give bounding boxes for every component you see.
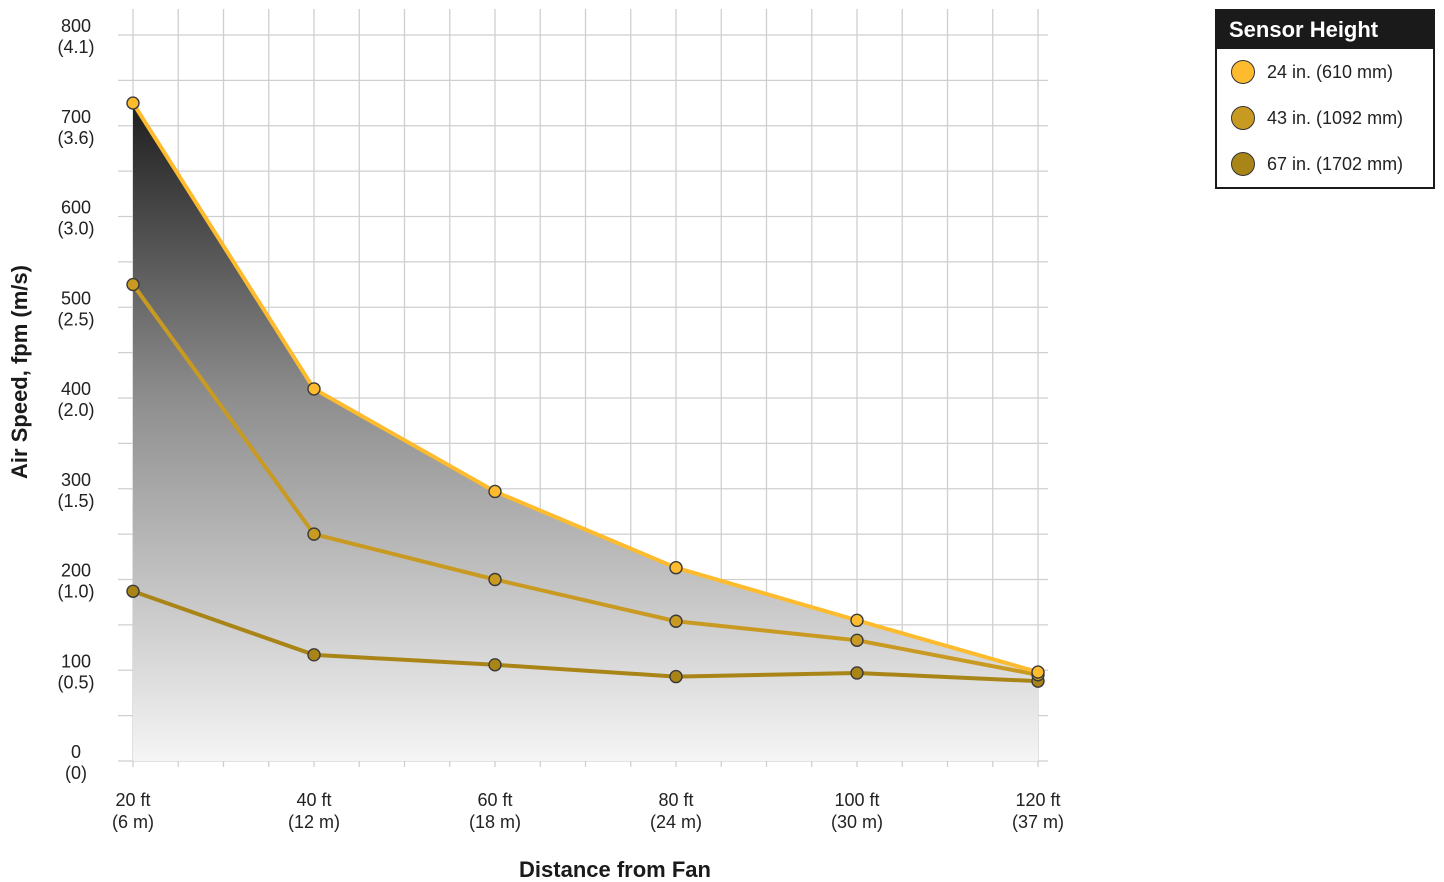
y-tick-label: 600	[61, 198, 91, 218]
legend-swatch-67in	[1231, 152, 1255, 176]
x-tick-label: 20 ft	[115, 790, 150, 810]
x-tick-sublabel: (24 m)	[650, 812, 702, 832]
y-tick-sublabel: (3.6)	[57, 128, 94, 148]
series-line	[131, 283, 1039, 677]
series-2	[132, 589, 1039, 684]
data-point	[488, 484, 502, 499]
legend-item-43in: 43 in. (1092 mm)	[1217, 95, 1433, 141]
x-tick-sublabel: (6 m)	[112, 812, 154, 832]
y-tick-label: 300	[61, 470, 91, 490]
x-tick-label: 100 ft	[834, 790, 879, 810]
x-tick-label: 60 ft	[477, 790, 512, 810]
data-point	[850, 666, 864, 680]
y-tick-sublabel: (1.0)	[57, 582, 94, 602]
y-tick-sublabel: (1.5)	[57, 491, 94, 511]
y-tick-label: 400	[61, 379, 91, 399]
data-point	[126, 584, 140, 598]
x-tick-sublabel: (30 m)	[831, 812, 883, 832]
tick-labels: 20 ft(6 m) 40 ft(12 m) 60 ft(18 m) 80 ft(24…	[57, 16, 1064, 832]
x-tick-sublabel: (18 m)	[469, 812, 521, 832]
legend-title: Sensor Height	[1217, 11, 1433, 49]
legend-label-24in: 24 in. (610 mm)	[1267, 61, 1394, 82]
y-tick-sublabel: (0.5)	[57, 672, 94, 692]
x-tick-sublabel: (37 m)	[1012, 812, 1064, 832]
series-points-0	[126, 96, 1045, 679]
legend-label-43in: 43 in. (1092 mm)	[1267, 107, 1404, 128]
data-point	[307, 382, 321, 396]
series-1	[131, 283, 1039, 677]
y-tick-sublabel: (2.0)	[57, 400, 94, 420]
legend-label-67in: 67 in. (1702 mm)	[1267, 153, 1404, 174]
data-point	[669, 614, 683, 628]
series-points-2	[126, 584, 1045, 688]
x-tick-label: 40 ft	[296, 790, 331, 810]
data-point	[850, 613, 864, 628]
area-fill	[133, 103, 1038, 761]
y-tick-label: 500	[61, 288, 91, 308]
x-axis-title: Distance from Fan	[519, 857, 711, 882]
y-tick-label: 100	[61, 651, 91, 671]
y-tick-sublabel: (3.0)	[57, 219, 94, 239]
series-line	[132, 589, 1039, 684]
legend-swatch-43in	[1231, 106, 1255, 130]
x-tick-sublabel: (12 m)	[288, 812, 340, 832]
series-line	[131, 101, 1039, 674]
y-tick-label: 800	[61, 16, 91, 36]
legend-item-67in: 67 in. (1702 mm)	[1217, 141, 1433, 187]
data-point	[1031, 665, 1045, 679]
legend: Sensor Height 24 in. (610 mm) 43 in. (10…	[1215, 9, 1435, 189]
y-tick-label: 700	[61, 107, 91, 127]
y-tick-label: 200	[61, 561, 91, 581]
y-tick-label: 0	[71, 742, 81, 762]
data-point	[307, 527, 321, 541]
shaded-area	[133, 103, 1038, 761]
x-tick-label: 80 ft	[658, 790, 693, 810]
y-tick-sublabel: (0)	[65, 763, 87, 783]
y-axis-title: Air Speed, fpm (m/s)	[7, 265, 32, 479]
data-point	[669, 669, 683, 684]
series-lines	[126, 96, 1045, 688]
legend-item-24in: 24 in. (610 mm)	[1217, 49, 1433, 95]
y-tick-sublabel: (4.1)	[57, 37, 94, 57]
data-point	[126, 96, 140, 110]
data-point	[126, 277, 140, 292]
data-point	[850, 633, 864, 648]
data-point	[488, 572, 502, 587]
legend-swatch-24in	[1231, 60, 1255, 84]
data-point	[488, 658, 502, 672]
data-point	[307, 648, 321, 662]
x-tick-label: 120 ft	[1015, 790, 1060, 810]
series-0	[131, 101, 1039, 674]
y-tick-sublabel: (2.5)	[57, 309, 94, 329]
data-point	[669, 561, 683, 575]
